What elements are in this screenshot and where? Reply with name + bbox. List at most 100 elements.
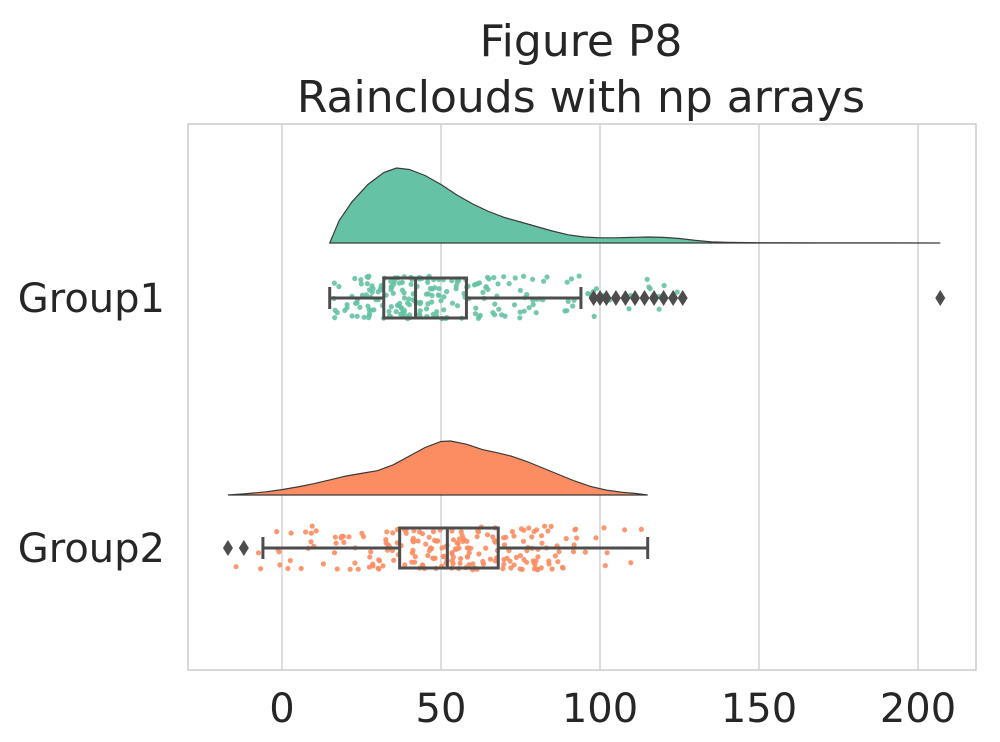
rain-point	[333, 540, 339, 546]
rain-point	[602, 563, 608, 569]
rain-point	[517, 287, 524, 293]
rain-point	[340, 533, 346, 540]
rain-point	[526, 525, 532, 531]
rain-point	[376, 566, 382, 572]
rain-point	[449, 300, 456, 306]
rain-point	[517, 309, 523, 315]
plot-area	[187, 123, 977, 671]
rain-point	[412, 554, 418, 560]
rain-point	[480, 289, 486, 295]
rain-point	[380, 563, 386, 569]
rain-point	[449, 550, 455, 556]
rain-point	[401, 307, 407, 313]
rain-point	[511, 562, 517, 568]
rain-point	[674, 289, 680, 295]
rain-point	[450, 554, 456, 560]
rain-point	[308, 539, 314, 545]
rain-point	[353, 300, 359, 306]
rain-point	[386, 308, 392, 314]
box-iqr	[382, 276, 468, 320]
group-label-group2: Group2	[18, 526, 165, 572]
rain-point	[410, 547, 416, 554]
rain-point	[531, 528, 537, 535]
rain-point	[425, 552, 431, 559]
rain-point	[477, 312, 483, 318]
rain-point	[391, 281, 397, 287]
outlier-marker	[935, 290, 946, 306]
outlier-marker	[629, 290, 640, 306]
rain-point	[417, 301, 423, 307]
rain-point	[419, 531, 426, 537]
rain-point	[517, 315, 523, 321]
outlier-marker	[222, 540, 233, 556]
rain-point	[233, 564, 239, 570]
rain-point	[506, 281, 512, 287]
x-tick-label: 150	[721, 686, 797, 732]
rain-point	[367, 287, 373, 293]
rain-point	[365, 274, 371, 280]
rain-point	[530, 276, 536, 282]
rain-point	[313, 528, 319, 534]
rain-point	[476, 280, 483, 286]
rain-point	[453, 286, 459, 292]
rain-point	[346, 534, 352, 540]
group-label-group1: Group1	[18, 276, 165, 322]
rain-point	[255, 550, 262, 556]
rain-point	[476, 551, 482, 557]
rain-point	[402, 562, 408, 568]
outlier-marker	[610, 290, 621, 306]
rain-point	[542, 523, 548, 529]
rain-point	[441, 307, 447, 313]
rain-point	[468, 545, 474, 551]
rain-point	[258, 566, 264, 572]
rain-point	[546, 561, 552, 567]
boxplots	[222, 276, 946, 570]
rain-point	[341, 539, 347, 546]
rain-point	[359, 530, 365, 536]
rain-point	[533, 558, 539, 564]
rain-point	[552, 553, 559, 559]
rain-point	[549, 566, 555, 572]
rain-point	[364, 281, 370, 287]
rain-point	[486, 276, 492, 282]
rain-point	[410, 538, 416, 544]
rain-point	[436, 286, 442, 292]
rain-point	[377, 558, 383, 564]
rain-point	[416, 311, 423, 317]
outlier-marker	[588, 290, 599, 306]
rain-point	[501, 274, 507, 280]
rain-point	[454, 540, 460, 546]
rain-point	[474, 534, 480, 540]
rain-point	[352, 560, 358, 566]
outlier-marker	[677, 290, 688, 306]
rain-point	[539, 540, 545, 546]
rain-point	[644, 276, 650, 282]
rain-point	[357, 304, 363, 310]
outlier-marker	[620, 290, 631, 306]
rain-point	[576, 273, 582, 279]
rain-point	[347, 566, 353, 572]
outlier-marker	[601, 290, 612, 306]
rain-point	[565, 298, 571, 304]
rain-point	[626, 306, 632, 312]
rain-point	[406, 296, 412, 302]
rain-point	[336, 283, 342, 290]
rain-point	[638, 526, 644, 533]
rain-point	[423, 291, 429, 297]
rain-point	[426, 534, 432, 540]
rain-point	[570, 549, 577, 555]
rain-point	[593, 286, 600, 292]
rain-point	[573, 526, 579, 532]
rain-point	[545, 528, 551, 534]
rain-point	[529, 534, 535, 540]
rain-point	[363, 292, 370, 298]
rain-point	[420, 562, 426, 568]
rain-point	[661, 282, 667, 289]
rain-point	[568, 276, 575, 282]
rain-point	[483, 545, 489, 551]
outlier-marker	[658, 290, 669, 306]
rain-point	[332, 534, 338, 540]
rain-point	[355, 566, 361, 572]
x-tick-label: 100	[562, 686, 638, 732]
